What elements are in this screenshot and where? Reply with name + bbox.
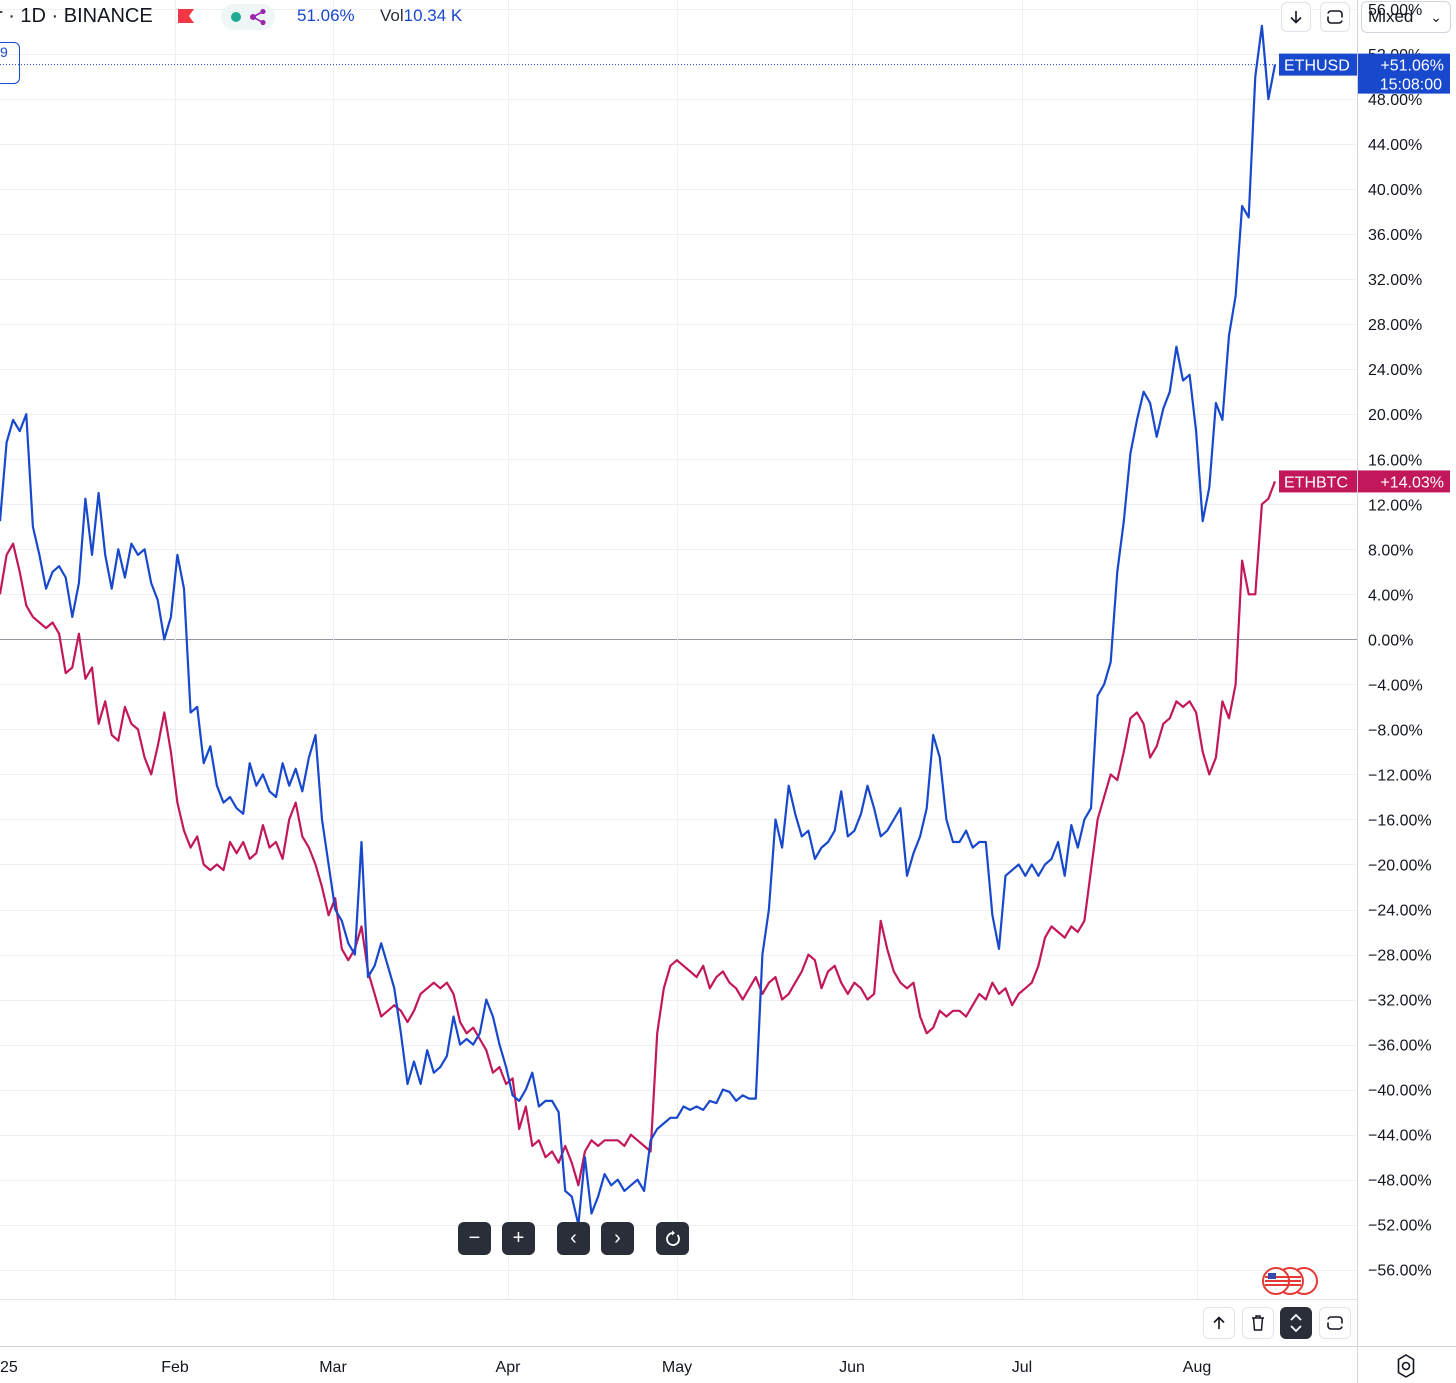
status-dot-icon: [231, 12, 241, 22]
x-tick-label: Feb: [161, 1359, 189, 1376]
y-tick-label: 48.00%: [1368, 92, 1422, 109]
x-tick-label: Mar: [319, 1359, 347, 1376]
y-tick-label: −36.00%: [1368, 1038, 1432, 1055]
maximize-button[interactable]: [1319, 1307, 1351, 1339]
y-tick-label: 8.00%: [1368, 542, 1413, 559]
y-tick-label: 12.00%: [1368, 497, 1422, 514]
volume-label: Vol: [380, 6, 404, 25]
y-tick-label: −28.00%: [1368, 948, 1432, 965]
y-tick-label: 4.00%: [1368, 587, 1413, 604]
trash-icon: [1252, 1315, 1264, 1331]
volume-readout: Vol10.34 K: [380, 6, 462, 26]
y-tick-label: 44.00%: [1368, 137, 1422, 154]
volume-value: 10.34 K: [403, 6, 463, 25]
scale-mode-select[interactable]: Mixed ⌄: [1361, 1, 1451, 33]
x-tick-label: Apr: [496, 1359, 522, 1376]
series-name-label: ETHUSD: [1284, 58, 1350, 75]
change-percent: 51.06%: [297, 6, 355, 25]
legend-toggle[interactable]: 9: [0, 42, 20, 84]
arrow-up-icon: [1213, 1316, 1225, 1329]
series-layer: [0, 24, 1277, 1226]
share-nodes-icon: [250, 8, 266, 26]
country-flags-icon[interactable]: [1260, 1266, 1322, 1296]
last-value-label: +14.03%: [1380, 474, 1444, 491]
x-tick-label: Jul: [1012, 1359, 1032, 1376]
y-tick-label: −40.00%: [1368, 1083, 1432, 1100]
y-tick-label: −20.00%: [1368, 857, 1432, 874]
series-name-tag: [1279, 470, 1357, 493]
series-line-ethbtc: [0, 481, 1277, 1187]
indicator-pill[interactable]: [221, 4, 275, 30]
last-value-tag: [1358, 470, 1450, 493]
x-axis-ticks: 25 Feb Mar Apr May Jun Jul Aug: [0, 1359, 1211, 1376]
x-tick-label: Jun: [839, 1359, 865, 1376]
y-tick-label: −52.00%: [1368, 1218, 1432, 1235]
download-button[interactable]: [1281, 2, 1311, 32]
x-tick-label: Aug: [1183, 1359, 1211, 1376]
x-tick-label: May: [662, 1359, 692, 1376]
symbol-title[interactable]: r · 1D · BINANCE: [0, 5, 153, 27]
y-tick-label: −4.00%: [1368, 677, 1423, 694]
y-tick-label: −44.00%: [1368, 1128, 1432, 1145]
move-updown-button[interactable]: [1280, 1307, 1312, 1339]
zoom-in-button[interactable]: +: [502, 1222, 535, 1255]
scroll-left-button[interactable]: ‹: [557, 1222, 590, 1255]
y-tick-label: −32.00%: [1368, 993, 1432, 1010]
scroll-up-button[interactable]: [1203, 1307, 1235, 1339]
countdown-label: 15:08:00: [1380, 77, 1442, 94]
y-tick-label: 56.00%: [1368, 2, 1422, 19]
fullscreen-button[interactable]: [1320, 2, 1350, 32]
last-value-labels: ETHUSD +51.06% 15:08:00 ETHBTC +14.03%: [1279, 53, 1450, 493]
zoom-out-button[interactable]: −: [458, 1222, 491, 1255]
last-value-tag: [1358, 53, 1450, 94]
x-tick-label: 25: [0, 1359, 18, 1376]
y-tick-label: 24.00%: [1368, 362, 1422, 379]
legend-digit: 9: [0, 44, 8, 60]
reset-icon: [665, 1230, 680, 1246]
chevron-down-icon: ⌄: [1430, 9, 1442, 25]
y-axis-ticks: 56.00%52.00%48.00%44.00%40.00%36.00%32.0…: [1368, 2, 1432, 1280]
y-tick-label: 28.00%: [1368, 317, 1422, 334]
y-tick-label: −12.00%: [1368, 767, 1432, 784]
y-tick-label: 40.00%: [1368, 182, 1422, 199]
scroll-right-button[interactable]: ›: [601, 1222, 634, 1255]
series-name-label: ETHBTC: [1284, 474, 1348, 491]
series-line-ethusd: [0, 24, 1277, 1226]
y-tick-label: 0.00%: [1368, 632, 1413, 649]
y-tick-label: 16.00%: [1368, 452, 1422, 469]
y-tick-label: −48.00%: [1368, 1173, 1432, 1190]
y-tick-label: 32.00%: [1368, 272, 1422, 289]
fullscreen-icon: [1326, 1316, 1344, 1330]
flag-icon[interactable]: [177, 8, 195, 24]
scale-mode-value: Mixed: [1368, 7, 1414, 26]
grid-lines: [0, 0, 1357, 1299]
series-name-tag: [1279, 53, 1357, 76]
y-tick-label: 20.00%: [1368, 407, 1422, 424]
y-tick-label: 36.00%: [1368, 227, 1422, 244]
y-tick-label: −8.00%: [1368, 722, 1423, 739]
updown-icon: [1290, 1313, 1302, 1333]
y-tick-label: −56.00%: [1368, 1263, 1432, 1280]
delete-button[interactable]: [1242, 1307, 1274, 1339]
last-value-label: +51.06%: [1380, 58, 1444, 75]
arrow-down-icon: [1290, 11, 1302, 24]
gear-icon[interactable]: [1392, 1352, 1420, 1380]
y-tick-label: −24.00%: [1368, 903, 1432, 920]
fullscreen-icon: [1326, 10, 1344, 24]
reset-chart-button[interactable]: [656, 1222, 689, 1255]
y-tick-label: −16.00%: [1368, 812, 1432, 829]
